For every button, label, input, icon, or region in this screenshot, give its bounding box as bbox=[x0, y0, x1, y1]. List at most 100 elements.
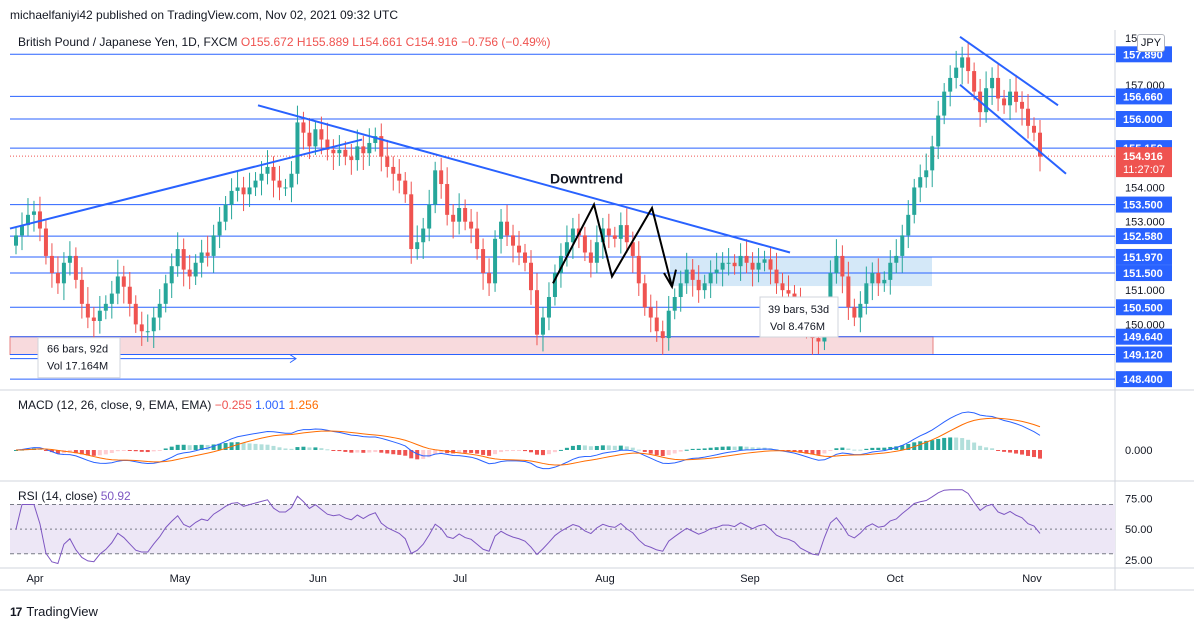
candle-body bbox=[181, 249, 186, 270]
currency-button[interactable]: JPY bbox=[1137, 34, 1165, 52]
candle-body bbox=[678, 283, 683, 297]
brand-name: TradingView bbox=[26, 604, 98, 619]
candle-body bbox=[409, 194, 414, 250]
macd-hist-bar bbox=[984, 447, 989, 450]
candle-body bbox=[169, 266, 174, 284]
candle-body bbox=[31, 211, 36, 215]
macd-hist-bar bbox=[726, 446, 731, 450]
macd-hist-bar bbox=[121, 450, 126, 451]
candle-body bbox=[612, 235, 617, 239]
candle-body bbox=[289, 173, 294, 188]
candle-body bbox=[534, 290, 539, 335]
macd-legend[interactable]: MACD (12, 26, close, 9, EMA, EMA) −0.255… bbox=[18, 398, 319, 412]
candle-body bbox=[852, 307, 857, 318]
candle-body bbox=[894, 255, 899, 263]
candle-body bbox=[768, 259, 773, 270]
macd-hist-bar bbox=[894, 446, 899, 450]
macd-hist-bar bbox=[600, 445, 605, 450]
candle-body bbox=[690, 269, 695, 280]
candle-body bbox=[157, 303, 162, 318]
macd-hist-bar bbox=[1038, 450, 1042, 459]
candle-body bbox=[636, 255, 641, 284]
candle-body bbox=[415, 242, 420, 250]
candle-body bbox=[73, 255, 78, 280]
y-tick-label: 150.000 bbox=[1125, 319, 1165, 331]
candle-body bbox=[756, 262, 761, 270]
candle-body bbox=[714, 269, 719, 274]
macd-hist-bar bbox=[930, 440, 935, 450]
macd-hist-bar bbox=[517, 450, 522, 451]
macd-hist-bar bbox=[978, 445, 983, 450]
candle-body bbox=[1014, 91, 1019, 102]
macd-hist-bar bbox=[523, 450, 528, 452]
tradingview-brand[interactable]: 17 TradingView bbox=[10, 604, 98, 619]
range-1-bars: 66 bars, 92d bbox=[47, 344, 108, 356]
publisher-header: michaelfaniyi42 published on TradingView… bbox=[10, 8, 399, 22]
macd-hist-bar bbox=[373, 450, 378, 453]
candle-body bbox=[750, 262, 755, 270]
candle-body bbox=[283, 187, 288, 189]
ohlc-change: −0.756 (−0.49%) bbox=[461, 35, 551, 49]
candle-body bbox=[642, 283, 647, 308]
macd-hist-bar bbox=[966, 439, 971, 450]
macd-hist-bar bbox=[882, 447, 887, 450]
channel-upper-line bbox=[959, 36, 1059, 107]
macd-hist-bar bbox=[906, 444, 911, 450]
candle-body bbox=[151, 317, 156, 332]
candle-body bbox=[397, 173, 402, 181]
candle-body bbox=[570, 228, 575, 243]
candle-body bbox=[469, 221, 474, 229]
candle-body bbox=[666, 310, 671, 339]
candle-body bbox=[217, 221, 222, 236]
macd-hist-bar bbox=[1032, 450, 1037, 458]
macd-hist-bar bbox=[67, 450, 72, 453]
macd-hist-bar bbox=[265, 444, 270, 450]
macd-hist-bar bbox=[271, 445, 276, 450]
level-label: 149.640 bbox=[1123, 332, 1163, 344]
candle-body bbox=[996, 77, 1001, 99]
candle-body bbox=[564, 242, 569, 256]
candle-body bbox=[540, 317, 545, 335]
macd-hist-bar bbox=[307, 447, 312, 450]
macd-hist-bar bbox=[169, 446, 174, 450]
candle-body bbox=[816, 338, 821, 342]
macd-hist-bar bbox=[331, 450, 336, 451]
candle-body bbox=[139, 324, 144, 332]
y-tick-label: 153.000 bbox=[1125, 217, 1165, 229]
candle-body bbox=[259, 173, 264, 181]
macd-hist-bar bbox=[678, 450, 683, 452]
candle-body bbox=[726, 262, 731, 264]
macd-hist-bar bbox=[612, 445, 617, 450]
candle-body bbox=[672, 297, 677, 311]
candle-body bbox=[762, 259, 767, 263]
candle-body bbox=[475, 228, 480, 250]
macd-line bbox=[15, 411, 1041, 470]
candle-body bbox=[1026, 108, 1031, 126]
candle-body bbox=[391, 166, 396, 174]
candle-body bbox=[367, 142, 372, 154]
range-2-vol: Vol 8.476M bbox=[770, 321, 825, 333]
macd-hist-bar bbox=[870, 447, 875, 450]
symbol-name[interactable]: British Pound / Japanese Yen, 1D, FXCM bbox=[18, 35, 238, 49]
macd-hist-bar bbox=[385, 450, 390, 454]
macd-hist-bar bbox=[355, 450, 360, 453]
candle-body bbox=[918, 177, 923, 188]
macd-hist-bar bbox=[211, 444, 216, 450]
macd-hist-bar bbox=[702, 448, 707, 450]
macd-hist-bar bbox=[654, 450, 659, 456]
candle-body bbox=[834, 255, 839, 274]
macd-hist-bar bbox=[642, 450, 647, 452]
rsi-legend[interactable]: RSI (14, close) 50.92 bbox=[18, 489, 131, 503]
macd-hist-bar bbox=[187, 445, 192, 450]
macd-hist-bar bbox=[558, 449, 563, 451]
x-tick-label: Jun bbox=[309, 573, 327, 585]
macd-hist-bar bbox=[511, 450, 516, 451]
macd-hist-bar bbox=[852, 449, 857, 451]
candle-body bbox=[277, 180, 282, 188]
macd-hist-bar bbox=[139, 450, 144, 452]
candle-body bbox=[876, 273, 881, 284]
rsi-line bbox=[15, 489, 1041, 565]
candle-body bbox=[439, 170, 444, 185]
candle-body bbox=[606, 228, 611, 236]
